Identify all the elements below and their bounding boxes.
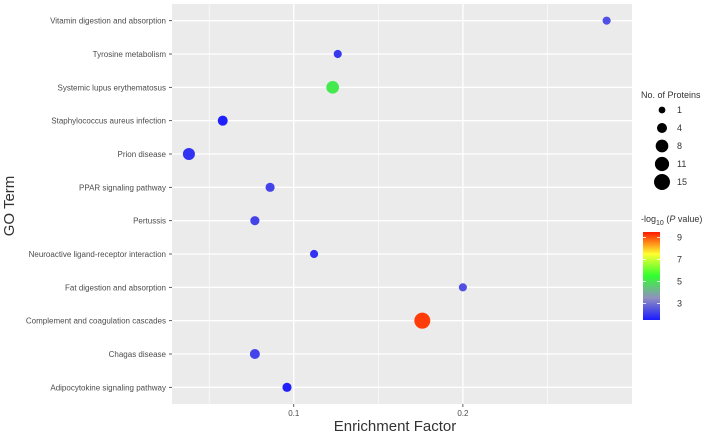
y-tick-label: Staphylococcus aureus infection (51, 117, 166, 126)
color-legend-label: 7 (677, 255, 682, 265)
color-legend-label: 5 (677, 277, 682, 287)
size-legend: No. of Proteins 1 4 8 11 15 (641, 90, 701, 190)
color-legend-label: 9 (677, 233, 682, 243)
data-point (182, 147, 195, 161)
size-legend-title: No. of Proteins (641, 90, 701, 100)
data-point (414, 312, 431, 329)
y-tick-label: Adipocytokine signaling pathway (50, 383, 166, 392)
y-tick-label: PPAR signaling pathway (79, 183, 166, 192)
size-legend-label: 11 (677, 159, 686, 169)
data-point (458, 283, 467, 292)
size-legend-label: 15 (677, 177, 687, 187)
y-tick-labels: Vitamin digestion and absorption Tyrosine… (26, 17, 172, 392)
data-point (333, 49, 342, 59)
size-legend-label: 8 (677, 141, 682, 151)
size-legend-label: 4 (677, 123, 682, 133)
color-bar (643, 232, 660, 320)
data-point (326, 81, 339, 94)
size-legend-dot (658, 106, 666, 114)
x-tick-labels: 0.1 0.2 (288, 404, 469, 418)
data-points (182, 16, 611, 392)
y-tick-label: Fat digestion and absorption (65, 283, 166, 292)
data-point (309, 249, 319, 259)
color-legend: -log10 (P value) 3 5 7 9 (641, 214, 702, 320)
size-legend-dot (657, 123, 667, 133)
y-tick-label: Vitamin digestion and absorption (50, 17, 166, 26)
size-legend-dot (654, 174, 670, 190)
y-tick-label: Systemic lupus erythematosus (58, 83, 167, 92)
y-tick-label: Complement and coagulation cascades (26, 317, 166, 326)
data-point (602, 16, 611, 25)
x-tick-label: 0.2 (457, 409, 469, 418)
y-axis-title: GO Term (1, 176, 18, 237)
y-tick-label: Prion disease (118, 150, 167, 159)
y-tick-label: Pertussis (133, 217, 166, 226)
x-tick-label: 0.1 (288, 409, 300, 418)
data-point (265, 182, 275, 192)
y-tick-label: Tyrosine metabolism (93, 50, 167, 59)
size-legend-dot (654, 156, 670, 172)
data-point (282, 382, 292, 392)
data-point (250, 216, 260, 226)
grid-lines (172, 4, 632, 404)
size-legend-dot (655, 139, 669, 153)
plot-panel (172, 4, 632, 404)
data-point (217, 115, 228, 126)
size-legend-label: 1 (677, 105, 682, 115)
y-tick-label: Neuroactive ligand-receptor interaction (29, 250, 166, 259)
color-legend-title: -log10 (P value) (641, 214, 702, 227)
x-axis-title: Enrichment Factor (334, 418, 457, 435)
y-tick-label: Chagas disease (109, 350, 167, 359)
data-point (249, 349, 260, 359)
color-legend-label: 3 (677, 299, 682, 309)
